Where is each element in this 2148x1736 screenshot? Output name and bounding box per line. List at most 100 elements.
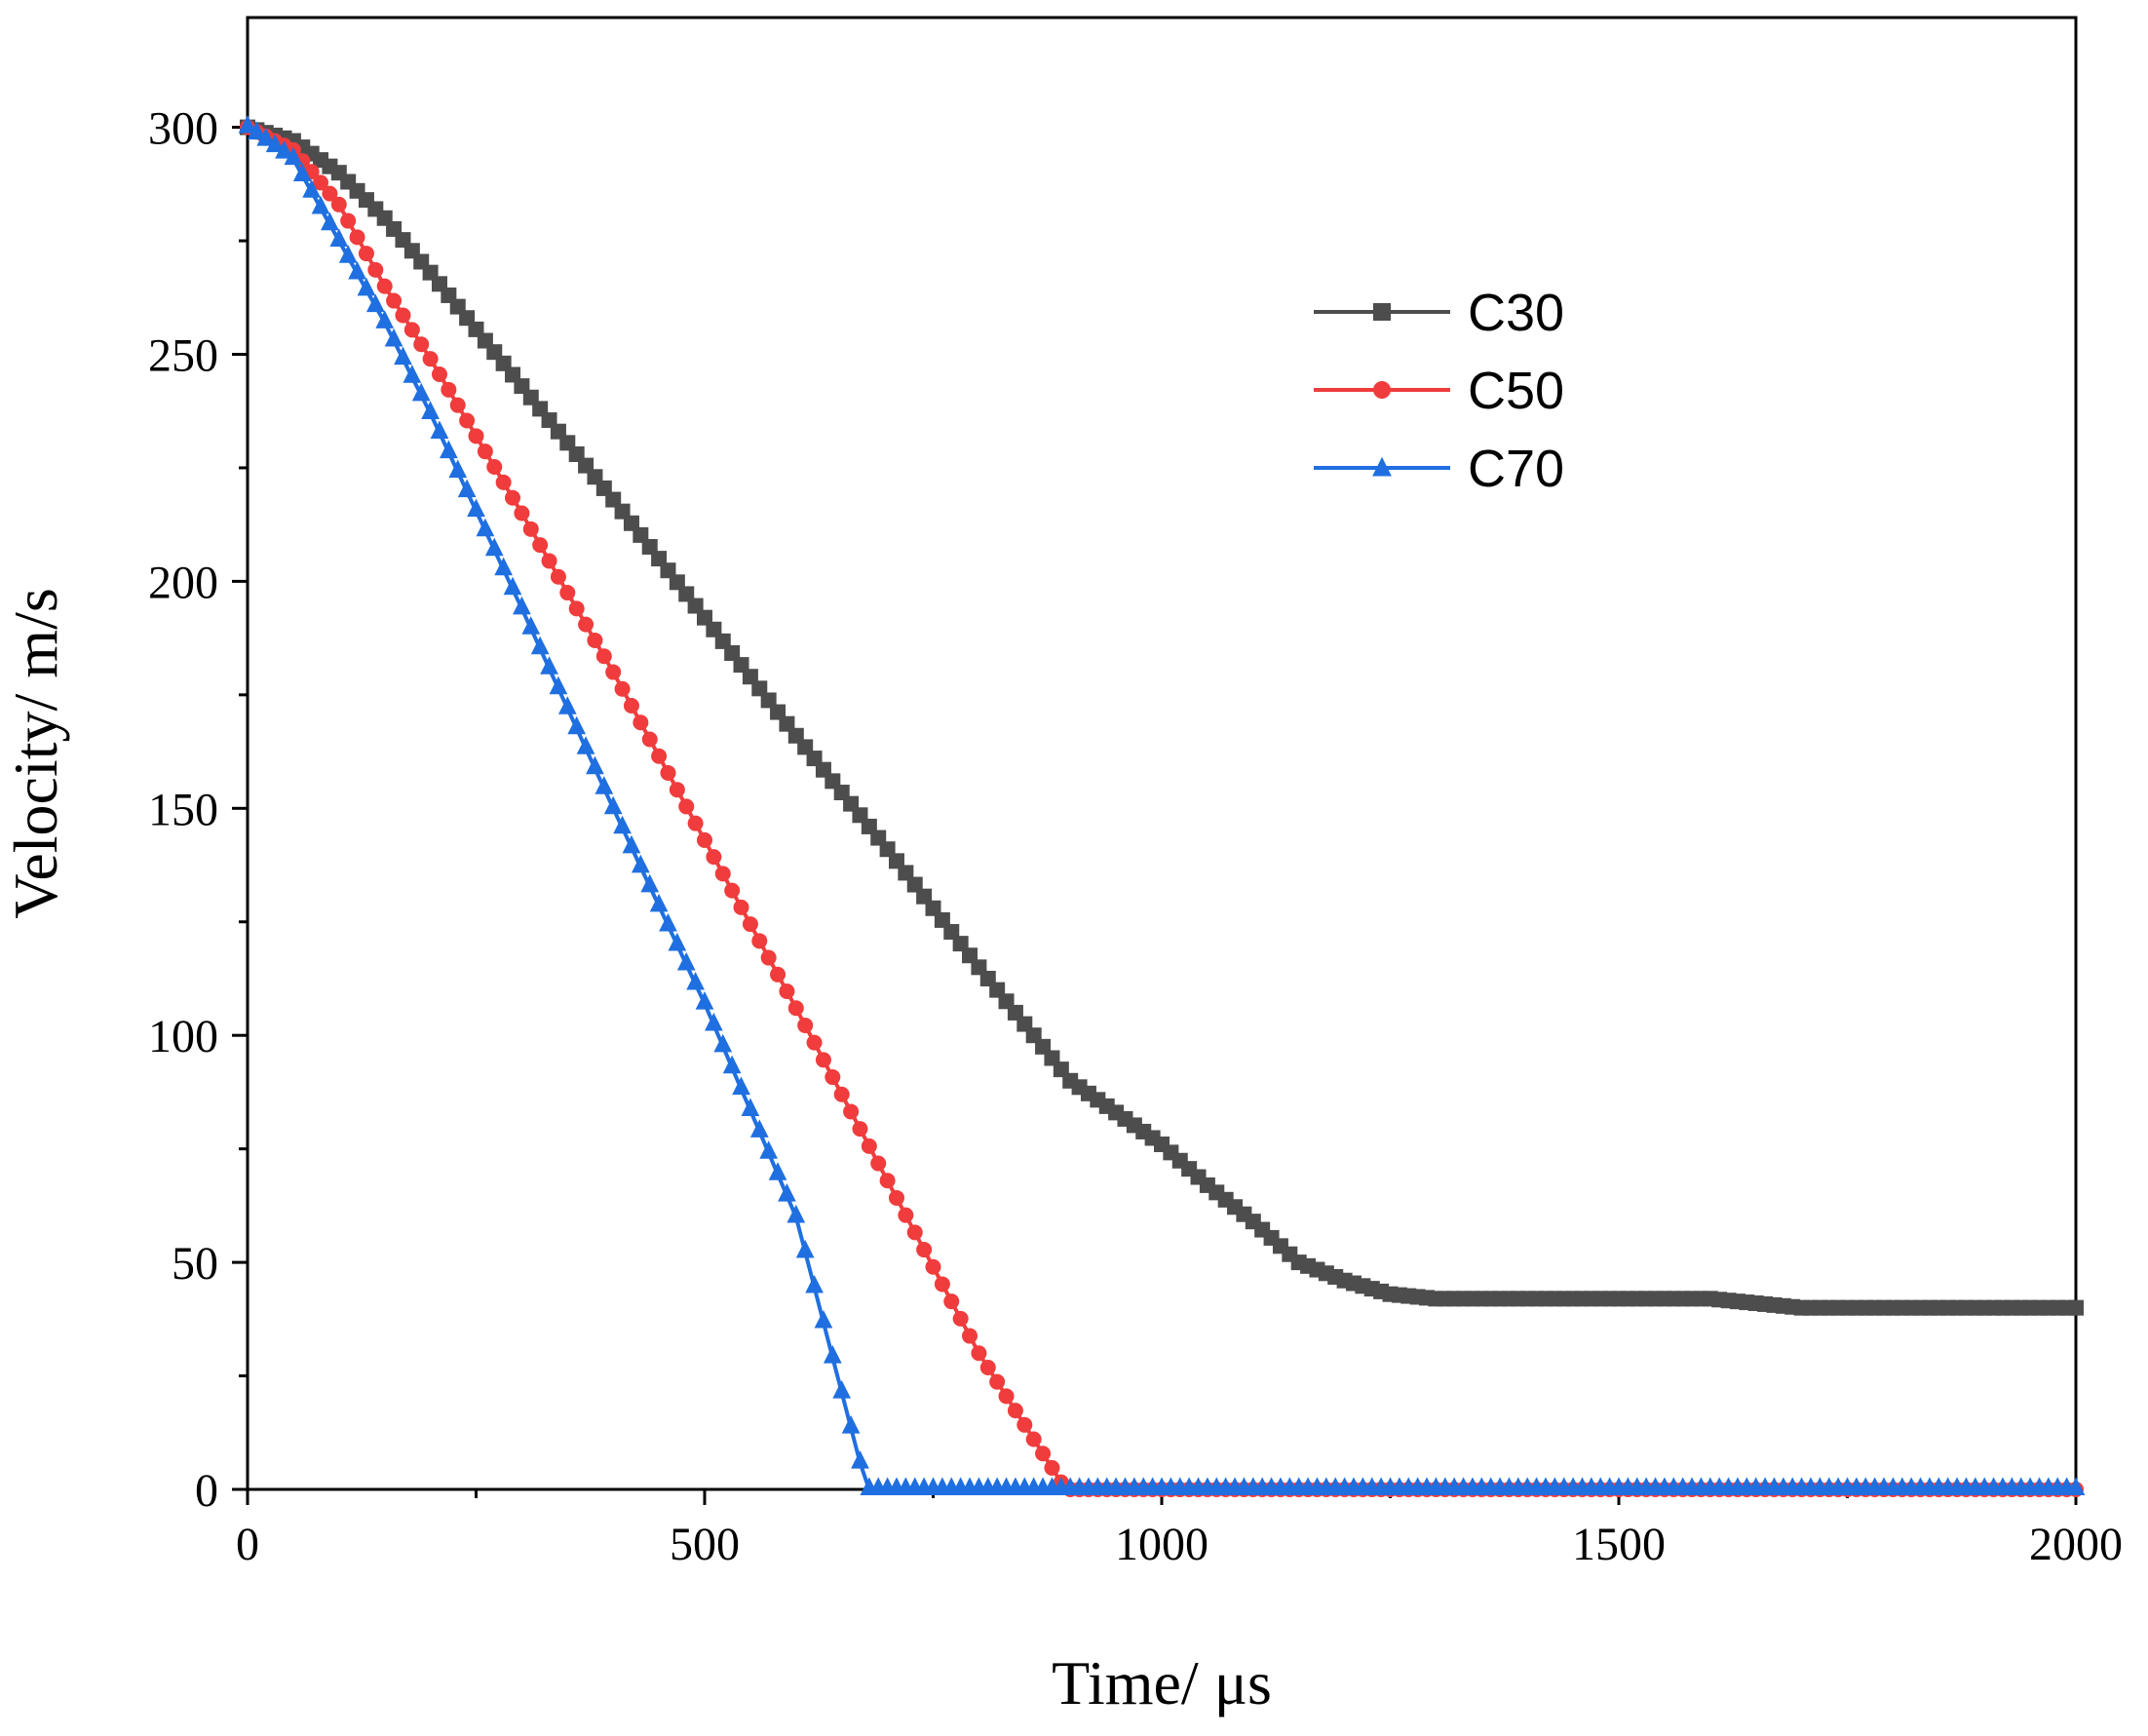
data-point-C70 xyxy=(440,440,458,459)
data-point-C50 xyxy=(486,459,503,476)
data-point-C50 xyxy=(861,1138,877,1154)
x-tick-label-1000: 1000 xyxy=(1115,1519,1208,1570)
data-point-C50 xyxy=(770,966,786,983)
data-point-C70 xyxy=(357,277,376,296)
data-point-C30 xyxy=(962,947,978,964)
data-point-C50 xyxy=(724,882,741,899)
data-point-C70 xyxy=(321,212,339,231)
data-point-C30 xyxy=(669,574,685,591)
data-point-C30 xyxy=(678,586,695,602)
data-point-C30 xyxy=(760,692,777,709)
data-point-C70 xyxy=(329,228,349,248)
x-axis-title: Time/ μs xyxy=(1052,1648,1272,1717)
legend-marker-C30 xyxy=(1373,303,1391,321)
x-tick-label-2000: 2000 xyxy=(2029,1519,2123,1570)
data-point-C30 xyxy=(605,491,622,508)
y-tick-label-200: 200 xyxy=(148,557,218,608)
data-point-C50 xyxy=(1044,1459,1060,1476)
data-point-C30 xyxy=(706,621,722,637)
data-point-C70 xyxy=(586,755,604,775)
data-point-C50 xyxy=(815,1052,831,1068)
data-point-C50 xyxy=(550,568,566,585)
data-point-C30 xyxy=(633,526,649,543)
data-point-C50 xyxy=(651,748,668,764)
y-tick-label-150: 150 xyxy=(148,784,218,835)
data-point-C70 xyxy=(595,776,614,794)
data-point-C70 xyxy=(832,1380,852,1399)
data-point-C30 xyxy=(770,704,786,720)
data-point-C70 xyxy=(530,636,550,655)
data-point-C50 xyxy=(852,1121,868,1138)
data-point-C70 xyxy=(421,401,440,420)
data-point-C70 xyxy=(741,1098,760,1117)
data-point-C50 xyxy=(330,196,347,212)
data-point-C30 xyxy=(724,644,741,661)
data-point-C70 xyxy=(713,1033,733,1053)
data-point-C50 xyxy=(906,1224,923,1241)
data-point-C30 xyxy=(641,538,658,555)
data-point-C50 xyxy=(505,489,521,506)
data-point-C50 xyxy=(943,1293,960,1310)
data-point-C50 xyxy=(687,815,704,831)
legend-label-C70: C70 xyxy=(1468,440,1564,498)
data-point-C70 xyxy=(238,114,257,134)
data-point-C70 xyxy=(311,195,330,214)
data-point-C50 xyxy=(358,246,374,262)
data-point-C70 xyxy=(430,420,449,440)
data-point-C70 xyxy=(786,1204,806,1223)
data-point-C70 xyxy=(841,1415,861,1434)
data-point-C30 xyxy=(779,715,795,732)
data-point-C50 xyxy=(678,798,695,815)
data-point-C50 xyxy=(898,1207,914,1223)
data-point-C50 xyxy=(495,474,512,490)
data-point-C70 xyxy=(576,736,595,754)
series-C70 xyxy=(238,114,2086,1495)
y-tick-label-50: 50 xyxy=(172,1238,218,1290)
data-point-C70 xyxy=(2066,1477,2086,1495)
series-layer xyxy=(238,114,2086,1497)
data-point-C30 xyxy=(2068,1299,2084,1316)
data-point-C50 xyxy=(806,1034,823,1051)
data-point-C50 xyxy=(660,764,676,781)
data-point-C50 xyxy=(313,174,329,191)
data-point-C30 xyxy=(714,633,731,649)
data-point-C50 xyxy=(376,278,393,294)
data-point-C50 xyxy=(706,849,722,866)
data-point-C70 xyxy=(484,537,504,557)
data-point-C70 xyxy=(795,1239,815,1258)
data-point-C70 xyxy=(705,1012,723,1031)
data-point-C70 xyxy=(695,990,714,1010)
data-point-C50 xyxy=(349,229,365,246)
data-point-C70 xyxy=(659,912,677,932)
data-point-C70 xyxy=(513,596,531,615)
data-point-C70 xyxy=(603,795,623,815)
data-point-C30 xyxy=(934,911,950,928)
data-point-C70 xyxy=(375,310,395,328)
y-axis-title: Velocity/ m/s xyxy=(1,588,70,919)
data-point-C70 xyxy=(348,260,366,280)
data-point-C50 xyxy=(779,984,795,1000)
data-point-C50 xyxy=(733,899,749,915)
data-point-C70 xyxy=(851,1450,869,1469)
data-point-C50 xyxy=(568,600,585,617)
data-point-C50 xyxy=(559,585,576,601)
data-point-C30 xyxy=(952,936,969,952)
data-point-C50 xyxy=(714,866,731,882)
data-point-C70 xyxy=(275,140,293,159)
data-point-C70 xyxy=(823,1344,842,1364)
data-point-C70 xyxy=(521,616,541,635)
data-point-C50 xyxy=(787,1000,804,1017)
legend-label-C30: C30 xyxy=(1468,284,1564,342)
series-line-C50 xyxy=(247,125,2076,1491)
data-point-C50 xyxy=(431,366,447,382)
x-tick-label-0: 0 xyxy=(236,1519,259,1570)
data-point-C50 xyxy=(468,428,484,444)
data-point-C30 xyxy=(614,503,631,520)
data-point-C50 xyxy=(514,505,530,521)
data-point-C50 xyxy=(641,731,658,748)
y-tick-label-0: 0 xyxy=(195,1465,218,1517)
data-point-C70 xyxy=(759,1140,779,1159)
legend-item-C70: C70 xyxy=(1314,440,1564,498)
data-point-C70 xyxy=(668,932,687,951)
data-point-C70 xyxy=(248,121,266,140)
